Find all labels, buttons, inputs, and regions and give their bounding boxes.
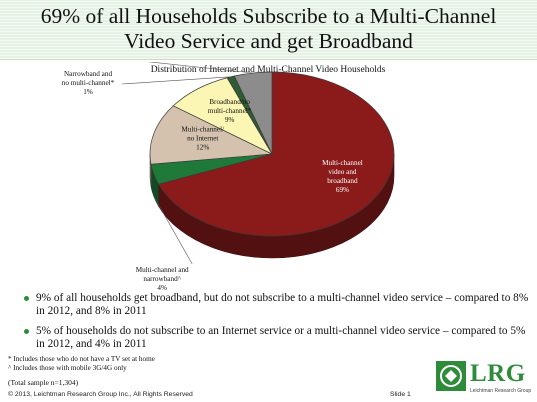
bullet-list: 9% of all households get broadband, but … <box>24 292 529 358</box>
logo-text: LRG <box>470 360 526 387</box>
logo-emblem-icon <box>436 361 466 391</box>
slice-label: Multi-channel and narrowband^ 4% <box>136 266 189 292</box>
slice-label: Multi-channel/no Internet 12% <box>181 125 224 151</box>
bullet-item: 5% of households do not subscribe to an … <box>24 325 529 351</box>
lrg-logo: LRG Leichtman Research Group <box>436 360 532 399</box>
footnote: ^ Includes those with mobile 3G/4G only <box>8 364 127 372</box>
slice-label: Multi-channel video and broadband 69% <box>322 159 363 194</box>
bullet-text: 5% of households do not subscribe to an … <box>36 325 526 350</box>
pie-slice <box>158 71 395 237</box>
bullet-dot <box>24 296 29 301</box>
logo-subtext: Leichtman Research Group <box>470 388 532 394</box>
title-banner <box>0 0 537 60</box>
copyright: © 2013, Leichtman Research Group Inc., A… <box>8 391 193 398</box>
bullet-text: 9% of all households get broadband, but … <box>36 292 529 317</box>
sample-size-note: (Total sample n=1,304) <box>8 378 79 387</box>
pie-chart-area: Distribution of Internet and Multi-Chann… <box>0 62 537 292</box>
bullet-dot <box>24 329 29 334</box>
chart-title: Distribution of Internet and Multi-Chann… <box>151 64 386 75</box>
footnote: * Includes those who do not have a TV se… <box>8 355 155 363</box>
slide-number: Slide 1 <box>390 391 411 398</box>
pie-slice <box>233 71 273 155</box>
label-leader-line <box>153 196 193 265</box>
label-leader-line <box>121 76 231 85</box>
footnotes: * Includes those who do not have a TV se… <box>8 355 155 373</box>
label-leader-line <box>147 62 253 74</box>
slice-label: Narrowband and no multi-channel* 1% <box>62 70 115 96</box>
slide-title: 69% of all Households Subscribe to a Mul… <box>0 4 537 54</box>
slide-title-line-1: 69% of all Households Subscribe to a Mul… <box>40 4 497 28</box>
slide-title-line-2: Video Service and get Broadband <box>124 29 413 53</box>
pie-slice <box>149 105 274 165</box>
pie-chart: Distribution of Internet and Multi-Chann… <box>62 62 395 292</box>
bullet-item: 9% of all households get broadband, but … <box>24 292 529 318</box>
slice-label: Broadband/no multi-channel* 9% <box>208 98 252 124</box>
